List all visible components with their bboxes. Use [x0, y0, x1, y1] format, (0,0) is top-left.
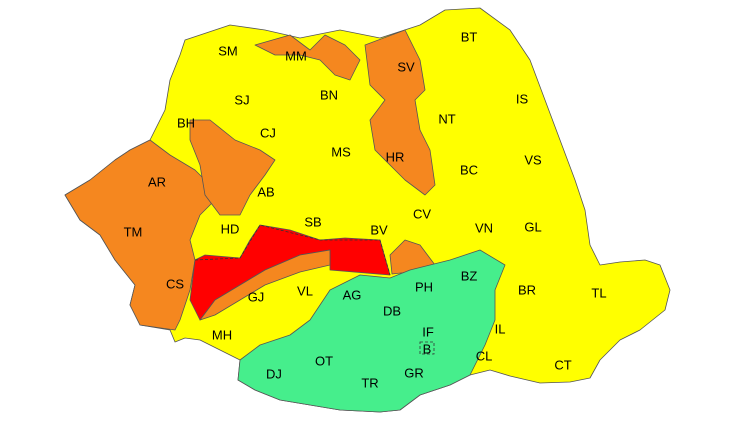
- county-label-if: IF: [422, 324, 434, 339]
- county-label-ct: CT: [554, 357, 571, 372]
- warning-boundary: [194, 224, 391, 276]
- county-label-br: BR: [518, 282, 536, 297]
- county-label-hr: HR: [386, 149, 405, 164]
- county-label-b: B: [423, 341, 432, 356]
- county-label-bv: BV: [370, 222, 388, 237]
- county-label-ot: OT: [315, 353, 333, 368]
- county-label-ar: AR: [148, 174, 166, 189]
- county-label-vl: VL: [297, 283, 313, 298]
- county-label-db: DB: [383, 303, 401, 318]
- county-label-sb: SB: [304, 214, 321, 229]
- county-label-vn: VN: [475, 220, 493, 235]
- county-label-is: IS: [516, 91, 529, 106]
- county-label-gl: GL: [524, 219, 541, 234]
- county-label-mh: MH: [212, 327, 232, 342]
- county-label-bn: BN: [320, 87, 338, 102]
- county-label-bc: BC: [460, 162, 478, 177]
- county-label-ab: AB: [257, 184, 274, 199]
- county-label-cs: CS: [166, 276, 184, 291]
- region-orange-sv-hr: [364, 29, 436, 196]
- county-label-sv: SV: [397, 59, 415, 74]
- county-label-tl: TL: [591, 285, 606, 300]
- region-orange-ab-cj: [189, 119, 276, 216]
- county-label-cj: CJ: [260, 125, 276, 140]
- county-label-ph: PH: [415, 279, 433, 294]
- county-label-tr: TR: [361, 375, 378, 390]
- region-orange-mm: [254, 34, 361, 81]
- region-orange-west: [64, 139, 216, 331]
- county-label-tm: TM: [124, 224, 143, 239]
- county-label-gj: GJ: [248, 289, 265, 304]
- bucharest-boundary: [419, 341, 435, 355]
- region-orange-south: [199, 249, 331, 321]
- county-label-ms: MS: [331, 144, 351, 159]
- county-label-sm: SM: [218, 43, 238, 58]
- county-label-il: IL: [495, 321, 506, 336]
- county-label-mm: MM: [285, 48, 307, 63]
- county-label-bh: BH: [177, 115, 195, 130]
- county-label-cl: CL: [476, 348, 493, 363]
- region-green-south: [237, 249, 506, 413]
- county-label-cv: CV: [413, 206, 431, 221]
- county-label-ag: AG: [343, 287, 362, 302]
- county-label-gr: GR: [404, 365, 424, 380]
- county-label-bz: BZ: [461, 268, 478, 283]
- county-label-nt: NT: [438, 111, 455, 126]
- county-label-bt: BT: [461, 29, 478, 44]
- county-label-dj: DJ: [266, 366, 282, 381]
- county-label-vs: VS: [524, 152, 542, 167]
- county-label-hd: HD: [221, 221, 240, 236]
- county-label-sj: SJ: [234, 92, 249, 107]
